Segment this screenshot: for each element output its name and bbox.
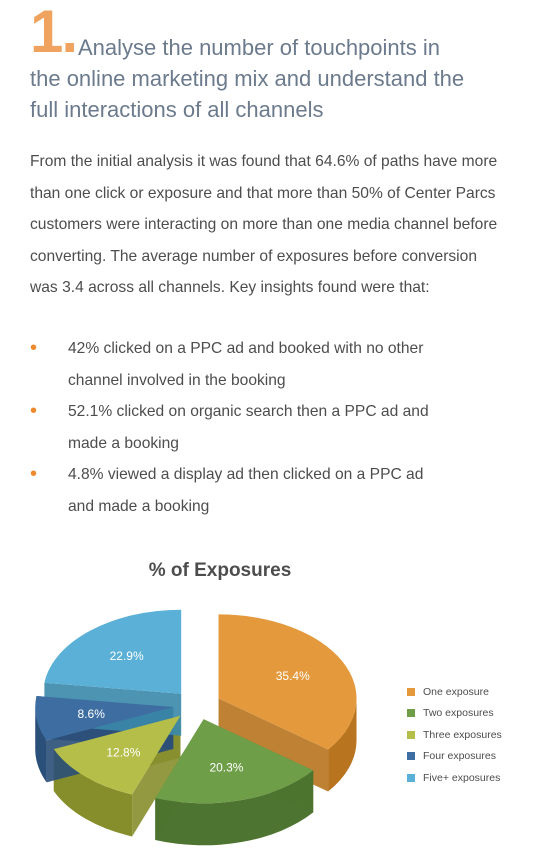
pie-data-label: 35.4%: [276, 669, 310, 683]
insight-line: channel involved in the booking: [68, 371, 286, 389]
pie-slice-side: [328, 698, 357, 792]
insight-line: 4.8% viewed a display ad then clicked on…: [68, 466, 424, 483]
legend-swatch: [407, 730, 415, 739]
bullet-icon: •: [30, 463, 38, 485]
pie-data-label: 22.9%: [110, 649, 144, 663]
insight-line: 52.1% clicked on organic search then a P…: [68, 403, 429, 420]
pie-data-label: 8.6%: [78, 707, 106, 721]
insight-line: made a booking: [68, 434, 179, 452]
legend-item: Four exposures: [407, 746, 502, 768]
legend-label: One exposure: [423, 685, 489, 698]
pie-slice: [44, 609, 182, 694]
insight-line: and made a booking: [68, 497, 210, 515]
pie-slice: [155, 719, 314, 804]
section-number: 1.: [30, 0, 78, 65]
legend-item: Three exposures: [407, 724, 502, 746]
pie-slice: [35, 695, 174, 741]
chart-title: % of Exposures: [148, 560, 292, 581]
legend-swatch: [407, 752, 415, 761]
bullet-icon: •: [30, 400, 38, 422]
legend-label: Four exposures: [423, 750, 496, 763]
exposures-pie-chart: 35.4% 20.3% 12.8% 8.6% 22.9%: [35, 609, 357, 846]
pie-tops: [35, 609, 357, 804]
legend-item: One exposure: [407, 681, 502, 703]
insight-item: • 52.1% clicked on organic search then a…: [30, 396, 510, 459]
section-title: Analyse the number of touchpoints in the…: [30, 32, 538, 125]
insight-item: • 4.8% viewed a display ad then clicked …: [30, 459, 510, 522]
intro-line: converting. The average number of exposu…: [30, 247, 477, 265]
legend-swatch: [407, 687, 415, 696]
insight-item: • 42% clicked on a PPC ad and booked wit…: [30, 333, 510, 396]
legend-label: Three exposures: [423, 728, 502, 741]
insight-line: 42% clicked on a PPC ad and booked with …: [68, 340, 424, 357]
section-title-line: the online marketing mix and understand …: [30, 66, 465, 91]
intro-line: customers were interacting on more than …: [30, 216, 498, 233]
insights-list: • 42% clicked on a PPC ad and booked wit…: [30, 333, 510, 522]
pie-labels: 35.4% 20.3% 12.8% 8.6% 22.9%: [78, 649, 311, 775]
intro-line: From the initial analysis it was found t…: [30, 153, 498, 170]
pie-slice: [218, 614, 357, 750]
pie-slice-side: [155, 770, 314, 846]
pie-data-label: 12.8%: [106, 745, 140, 759]
pie-slice: [53, 715, 181, 795]
legend-label: Two exposures: [423, 707, 494, 720]
legend-item: Five+ exposures: [407, 767, 502, 789]
legend-label: Five+ exposures: [423, 771, 501, 784]
legend-swatch: [407, 773, 415, 782]
legend-item: Two exposures: [407, 703, 502, 725]
chart-legend: One exposure Two exposures Three exposures…: [407, 681, 502, 789]
intro-line: was 3.4 across all channels. Key insight…: [30, 279, 430, 296]
section-title-line: full interactions of all channels: [30, 97, 324, 122]
intro-line: than one click or exposure and that more…: [30, 184, 496, 202]
legend-swatch: [407, 709, 415, 718]
pie-data-label: 20.3%: [209, 761, 243, 775]
intro-paragraph: From the initial analysis it was found t…: [30, 146, 530, 304]
bullet-icon: •: [30, 337, 38, 359]
section-title-line: Analyse the number of touchpoints in: [78, 35, 441, 60]
